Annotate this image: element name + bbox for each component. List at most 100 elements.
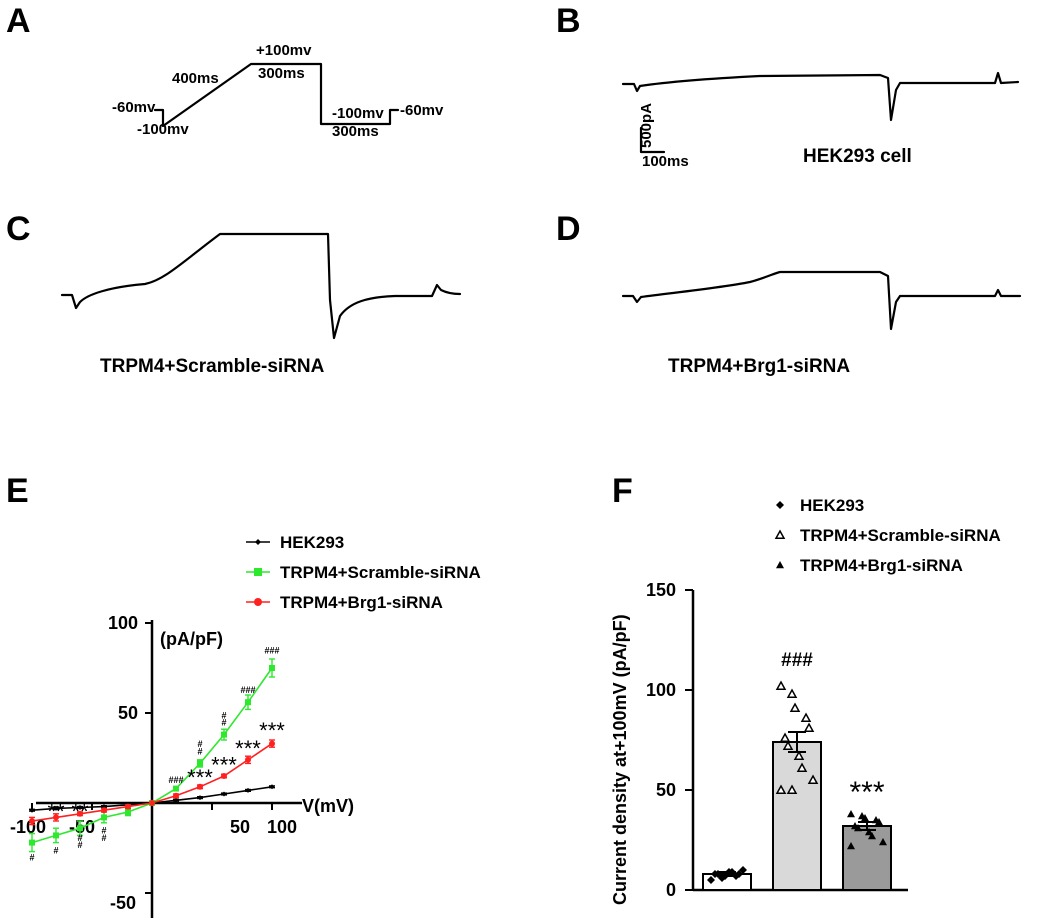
bar-data-point [782,740,794,750]
bar-data-point [847,810,855,818]
iv-point [197,783,203,790]
bar-data-point [786,688,798,698]
iv-legend-marker [254,598,262,606]
protocol-label-step-duration: 300ms [258,65,305,82]
panel-c: C TRPM4+Scramble-siRNA [6,210,462,377]
brg1-current-trace [621,270,1022,331]
iv-point [77,825,83,832]
bar-data-point [786,784,798,794]
scramble-current-trace [60,232,462,340]
iv-point [245,787,251,793]
iv-significance-hash: # [221,718,226,728]
iv-point [29,818,35,824]
panel-e: E HEK293 TRPM4+Scramble-siRNA TRPM4+Brg1-s… [6,472,481,918]
bar-group-hek293 [702,866,752,891]
iv-significance-hash: # [197,746,202,756]
protocol-label-hold: -60mv [112,99,156,116]
bar-data-point [865,828,873,836]
bar-legend-marker [776,501,784,509]
scale-bar-x-label: 100ms [642,153,689,170]
iv-significance-hash: ### [264,646,279,656]
iv-significance-hash: # [101,826,106,836]
bar-group-brg1 [842,810,892,891]
protocol-label-ramp-duration: 400ms [172,70,219,87]
iv-point [197,760,203,767]
panel-c-title: TRPM4+Scramble-siRNA [100,356,325,377]
iv-significance-hash: # [77,840,82,850]
iv-point [245,699,251,706]
iv-significance-stars: *** [259,718,285,743]
bar-legend-marker [774,529,786,539]
bar-data-point [854,824,862,832]
protocol-label-neg-step-voltage: -100mv [332,105,384,122]
iv-legend-label: HEK293 [280,533,344,552]
bar-data-point [775,680,787,690]
scale-bar-y-label: 500pA [638,103,655,148]
bar-legend-label: TRPM4+Scramble-siRNA [800,526,1001,545]
iv-significance-hash: # [77,833,82,843]
iv-point [269,784,275,790]
bar-legend-label: HEK293 [800,496,864,515]
iv-point [173,785,179,792]
protocol-label-ramp-start: -100mv [137,121,189,138]
iv-x-axis-label: V(mV) [302,796,354,816]
bar-data-point [775,784,787,794]
iv-point [221,791,227,797]
bar-data-point [728,868,736,876]
iv-point [125,803,131,810]
panel-b-title: HEK293 cell [803,146,912,167]
iv-point [269,665,275,671]
panel-letter-c: C [6,210,31,248]
iv-point [245,756,251,763]
iv-point [29,839,35,846]
bar-legend-label: TRPM4+Brg1-siRNA [800,556,963,575]
iv-point [101,807,107,814]
bar-data-point [714,870,722,878]
panel-letter-a: A [6,2,31,40]
iv-point [29,807,35,813]
bar-y-tick-label: 0 [666,880,676,900]
iv-point [125,809,131,815]
bar-data-point [793,750,805,760]
iv-y-tick-label: -50 [110,893,136,913]
bar-data-point [803,722,815,732]
bar-data-point [739,866,747,874]
bar-data-point [879,838,887,846]
bar-group-scramble [772,680,822,891]
bar-data-point [807,774,819,784]
iv-legend-label: TRPM4+Brg1-siRNA [280,593,443,612]
iv-significance-hash: # [53,845,58,855]
bar-legend-marker [776,561,784,569]
iv-point [221,731,227,738]
iv-y-tick-label: 100 [108,613,138,633]
iv-point [149,800,155,806]
panel-letter-f: F [612,472,633,510]
iv-x-tick-label: 100 [267,817,297,837]
bar-series-group [702,680,892,891]
bar-tick-marks [685,589,693,891]
iv-significance-hash: # [29,853,34,863]
iv-legend-marker [254,568,262,576]
iv-point [53,805,59,811]
iv-series-group [29,658,275,853]
iv-point [197,795,203,801]
iv-significance-stars: *** [235,736,261,761]
iv-point [77,810,83,817]
iv-significance-stars: *** [211,752,237,777]
panel-b: B 500pA 100ms HEK293 cell [556,2,1020,170]
panel-letter-d: D [556,210,581,248]
iv-point [77,805,83,810]
iv-significance-hash: # [221,710,226,720]
bar-data-point [796,762,808,772]
bar-y-tick-label: 100 [646,680,676,700]
iv-point [269,740,275,747]
iv-x-tick-label: -100 [10,817,46,837]
iv-significance-hash: ### [168,775,183,785]
bar-annotations: ### *** [781,650,885,809]
bar [772,741,822,891]
protocol-label-neg-step-duration: 300ms [332,123,379,140]
iv-significance-stars: *** [187,765,213,790]
protocol-label-return: -60mv [400,102,444,119]
protocol-label-step-voltage: +100mv [256,42,312,59]
bar-y-tick-label: 150 [646,580,676,600]
